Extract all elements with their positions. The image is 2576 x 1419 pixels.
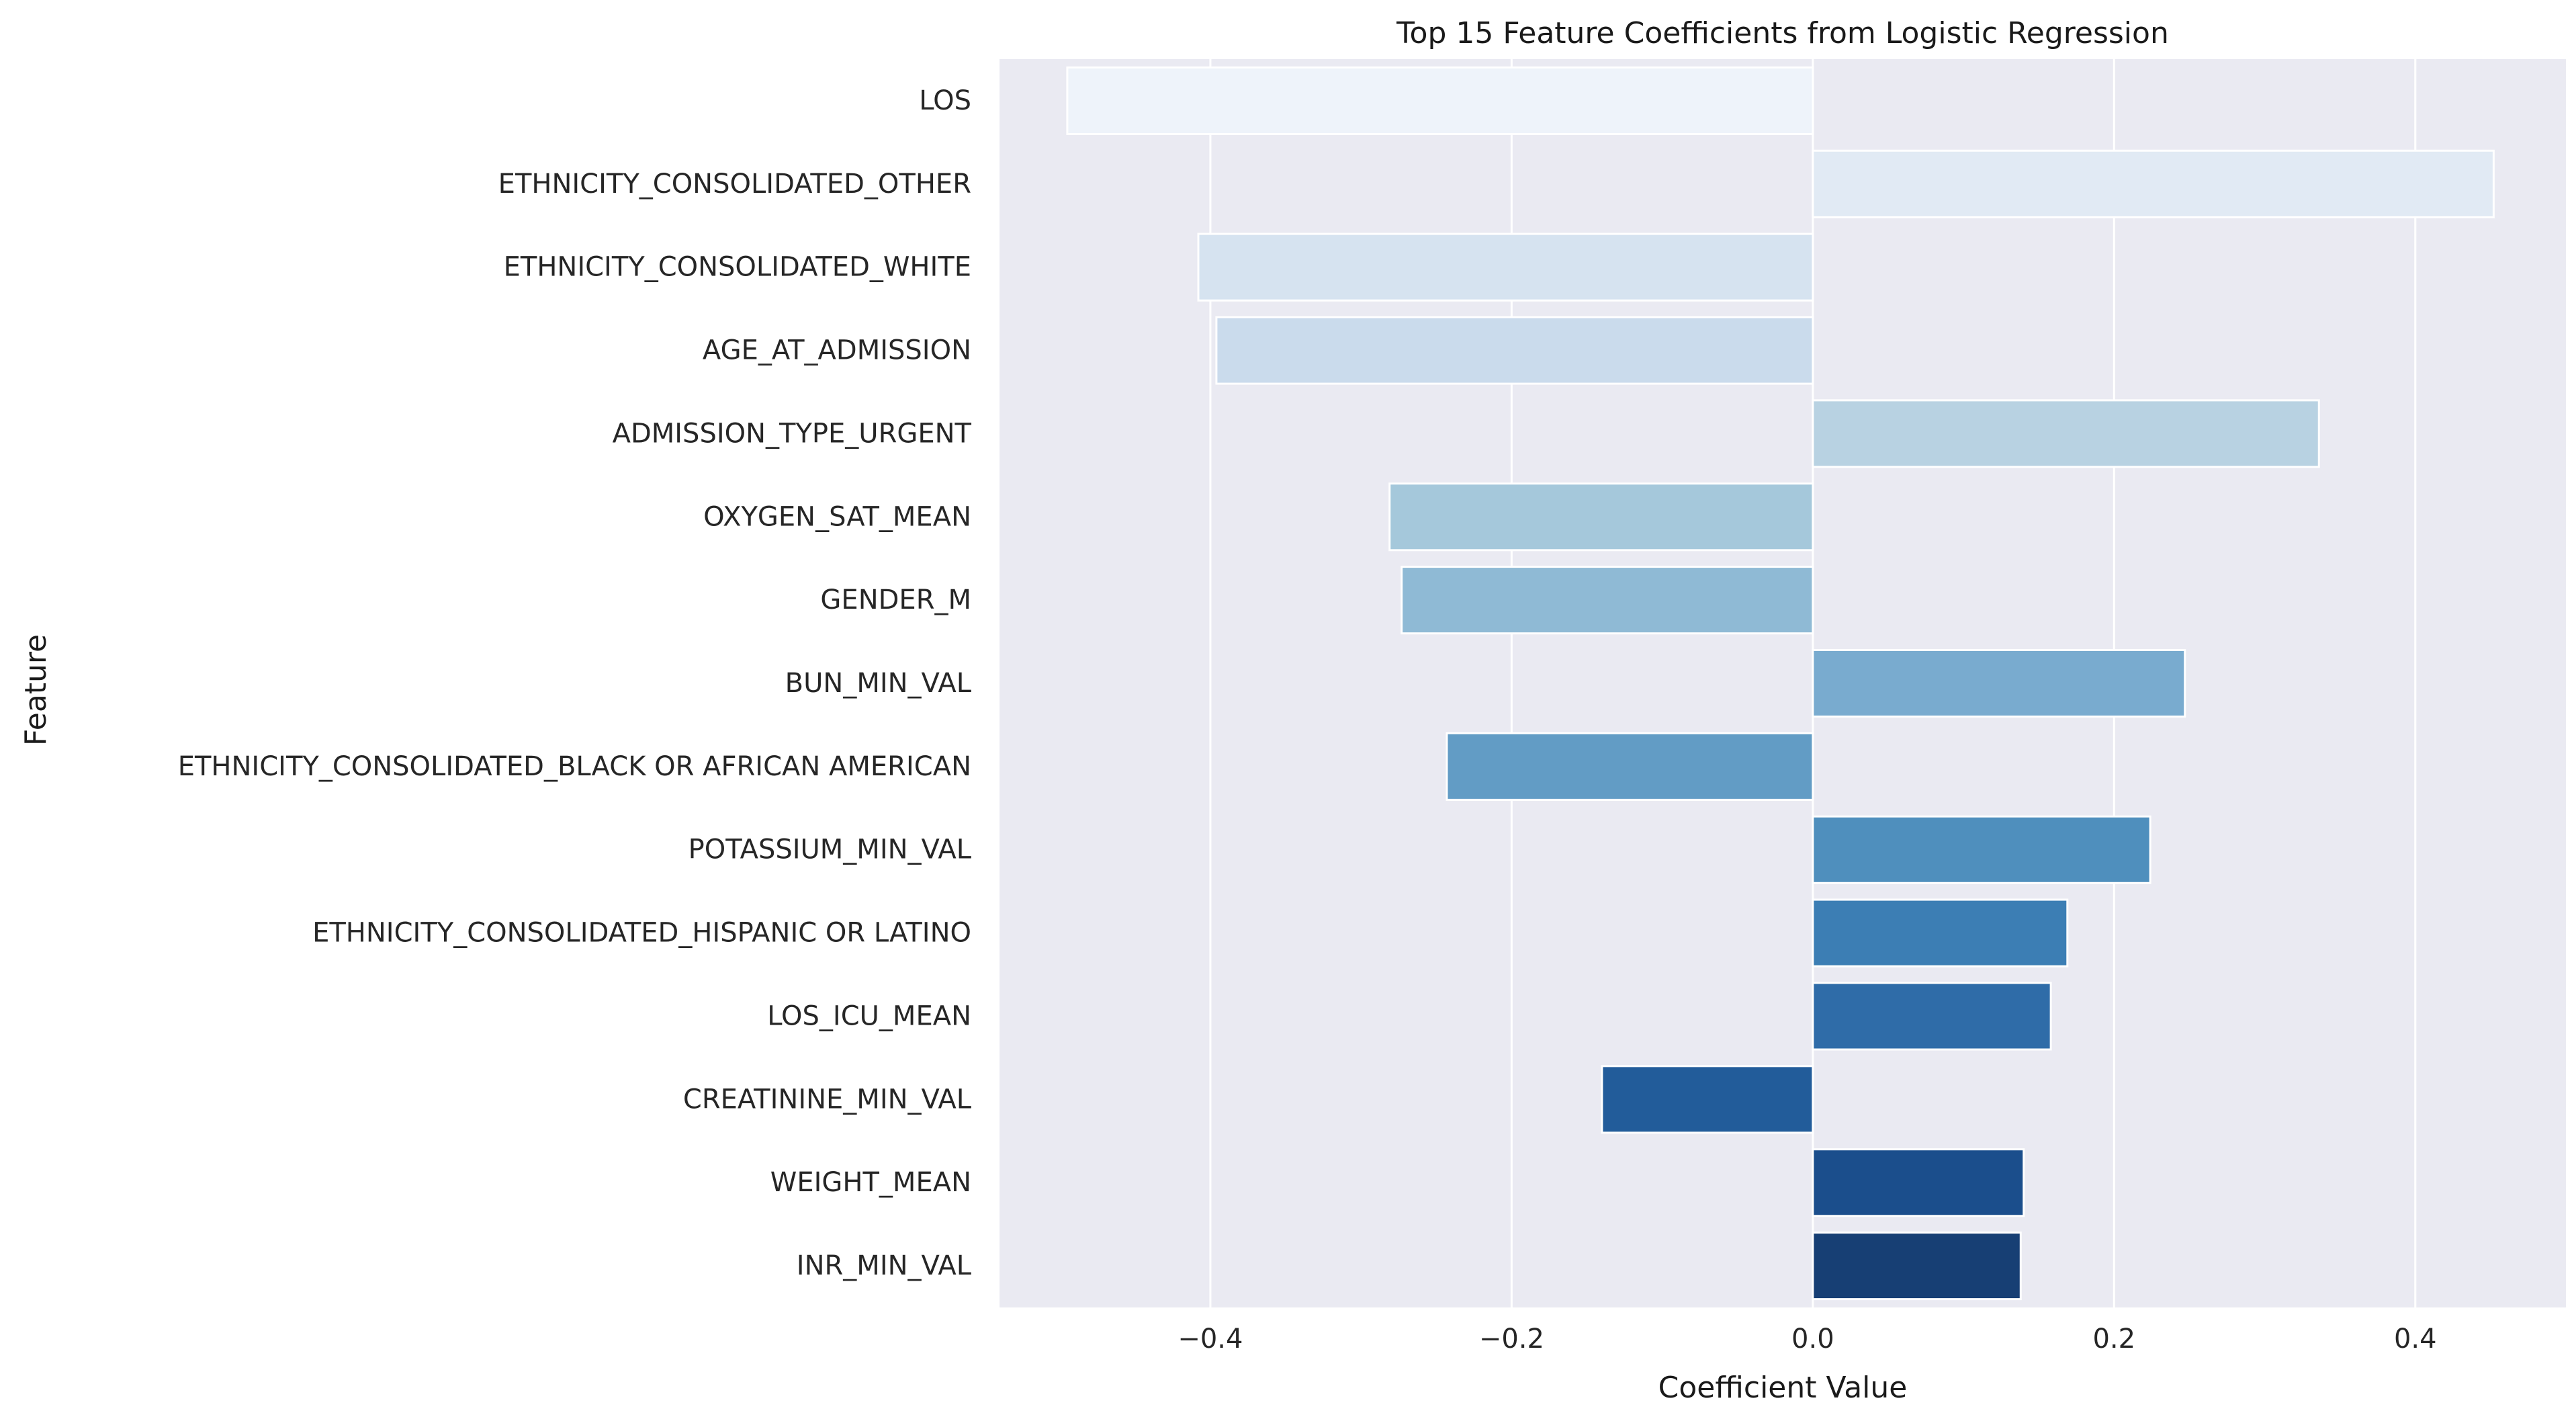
- y-tick-label: ETHNICITY_CONSOLIDATED_WHITE: [504, 252, 971, 283]
- bar: [1066, 66, 1814, 135]
- y-tick-label: OXYGEN_SAT_MEAN: [703, 501, 971, 532]
- x-axis-label: Coefficient Value: [1658, 1371, 1908, 1405]
- x-tick-label: −0.2: [1479, 1324, 1544, 1354]
- x-tick-labels: −0.4 −0.2 0.0 0.2 0.4: [1178, 1324, 2436, 1354]
- x-tick-label: −0.4: [1178, 1324, 1243, 1354]
- y-tick-label: CREATININE_MIN_VAL: [683, 1084, 972, 1115]
- bar: [1812, 648, 2186, 718]
- bar: [1812, 982, 2052, 1051]
- bars: [1066, 66, 2495, 1301]
- y-tick-labels: LOS ETHNICITY_CONSOLIDATED_OTHER ETHNICITY…: [178, 85, 972, 1281]
- y-tick-label: WEIGHT_MEAN: [770, 1167, 971, 1198]
- x-tick-label: 0.4: [2394, 1324, 2437, 1354]
- bar: [1812, 1148, 2025, 1217]
- y-tick-label: LOS: [919, 85, 971, 116]
- y-tick-label: ADMISSION_TYPE_URGENT: [613, 418, 972, 449]
- bar: [1812, 815, 2151, 884]
- bar: [1812, 1232, 2022, 1301]
- y-tick-label: ETHNICITY_CONSOLIDATED_BLACK OR AFRICAN …: [178, 751, 971, 782]
- y-tick-label: ETHNICITY_CONSOLIDATED_HISPANIC OR LATIN…: [312, 918, 971, 949]
- y-tick-label: BUN_MIN_VAL: [785, 668, 972, 699]
- bar: [1446, 732, 1814, 801]
- y-axis-label: Feature: [19, 634, 53, 746]
- bar: [1812, 898, 2069, 968]
- y-tick-label: POTASSIUM_MIN_VAL: [689, 834, 972, 865]
- bar: [1812, 399, 2320, 468]
- y-tick-label: AGE_AT_ADMISSION: [703, 335, 971, 366]
- chart-title: Top 15 Feature Coefficients from Logisti…: [1396, 16, 2169, 50]
- bar: [1388, 482, 1814, 552]
- bar: [1601, 1065, 1814, 1134]
- y-tick-label: GENDER_M: [820, 585, 971, 615]
- y-tick-label: ETHNICITY_CONSOLIDATED_OTHER: [498, 169, 971, 200]
- bar: [1401, 566, 1814, 635]
- x-tick-label: 0.0: [1791, 1324, 1834, 1354]
- y-tick-label: INR_MIN_VAL: [797, 1250, 972, 1281]
- bar: [1215, 316, 1814, 385]
- x-tick-label: 0.2: [2092, 1324, 2135, 1354]
- bar: [1812, 149, 2495, 218]
- bar: [1197, 232, 1814, 302]
- y-tick-label: LOS_ICU_MEAN: [767, 1000, 971, 1031]
